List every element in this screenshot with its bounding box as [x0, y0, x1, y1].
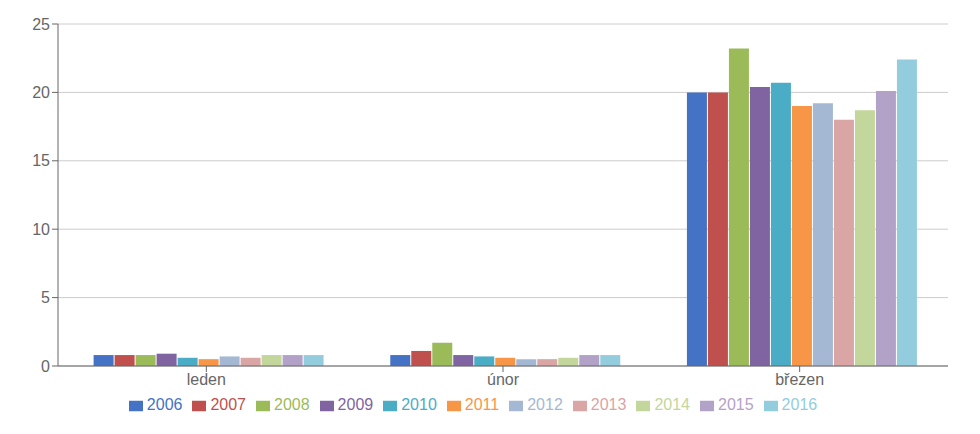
- svg-text:únor: únor: [487, 371, 520, 388]
- svg-text:leden: leden: [187, 371, 226, 388]
- html-text:2009: 2009: [337, 396, 374, 413]
- svg-text:20: 20: [32, 84, 50, 101]
- html-text:2008: 2008: [274, 396, 310, 413]
- html-text:2015: 2015: [718, 396, 754, 413]
- svg-text:25: 25: [32, 16, 50, 33]
- svg-text:10: 10: [32, 221, 50, 238]
- html-text:2007: 2007: [210, 396, 246, 413]
- svg-text:15: 15: [32, 152, 50, 169]
- html-text:2010: 2010: [401, 396, 437, 413]
- html-text:2014: 2014: [654, 396, 690, 413]
- svg-text:březen: březen: [775, 371, 824, 388]
- html-text:2012: 2012: [527, 396, 563, 413]
- html-text:2016: 2016: [781, 396, 818, 413]
- html-text:2011: 2011: [464, 396, 500, 413]
- svg-text:5: 5: [41, 289, 50, 306]
- html-text:2013: 2013: [590, 396, 627, 413]
- svg-text:0: 0: [41, 358, 50, 375]
- html-text:2006: 2006: [146, 396, 183, 413]
